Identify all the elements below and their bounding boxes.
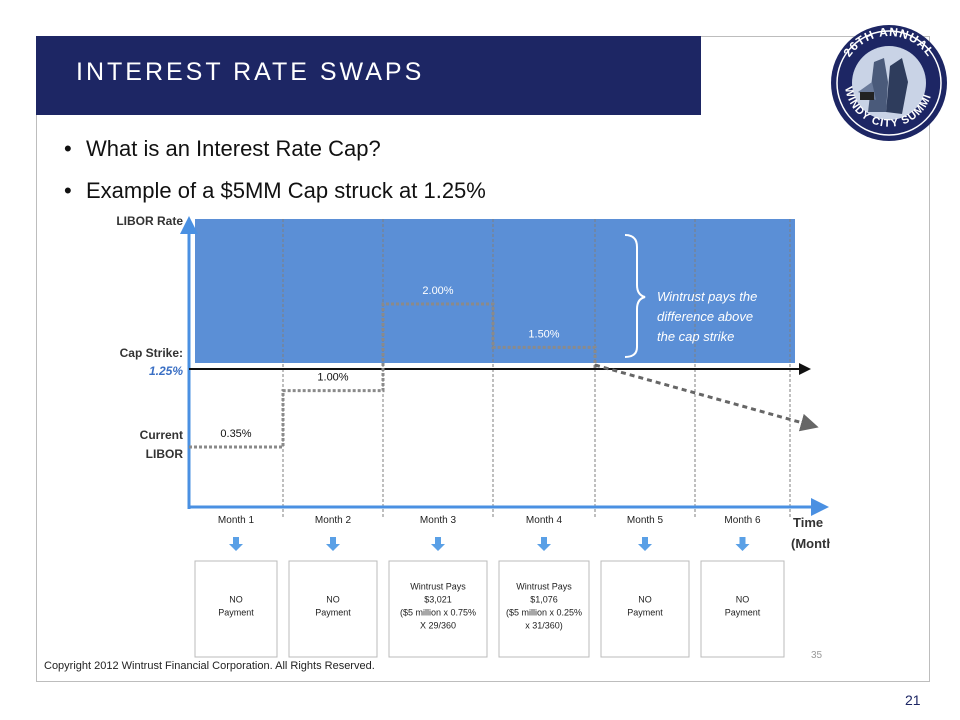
payment-text: ($5 million x 0.75% [400, 608, 476, 618]
rate-label: 2.00% [422, 285, 453, 297]
rate-label: 1.00% [317, 372, 348, 384]
cap-strike-value: 1.25% [149, 364, 183, 378]
down-arrow-icon [326, 537, 340, 551]
x-axis-label-2: (Months) [791, 536, 830, 551]
annotation-line-2: difference above [657, 309, 753, 324]
month-label: Month 4 [526, 515, 563, 526]
down-arrow-icon [431, 537, 445, 551]
payment-text: Payment [725, 608, 761, 618]
windy-city-summit-logo: 26TH ANNUAL WINDY CITY SUMMIT [828, 22, 947, 141]
brace-icon [624, 234, 646, 358]
payment-box [388, 560, 488, 658]
interest-rate-cap-figure: Wintrust pays the difference above the c… [116, 214, 830, 660]
payment-text: Payment [218, 608, 254, 618]
bullet-2-text: Example of a $5MM Cap struck at 1.25% [86, 178, 486, 203]
payment-text: x 31/360) [525, 621, 563, 631]
month-label: Month 5 [627, 515, 664, 526]
payment-text: $1,076 [530, 595, 558, 605]
month-label: Month 3 [420, 515, 457, 526]
down-arrow-icon [229, 537, 243, 551]
y-axis-label: LIBOR Rate [116, 214, 183, 228]
libor-rate-line [189, 302, 597, 449]
payment-text: $3,021 [424, 595, 452, 605]
payment-box [288, 560, 378, 658]
slide-title: INTEREST RATE SWAPS [76, 58, 425, 86]
payment-text: Payment [627, 608, 663, 618]
payment-text: Wintrust Pays [410, 582, 466, 592]
bullet-1-text: What is an Interest Rate Cap? [86, 136, 381, 161]
month-label: Month 6 [724, 515, 761, 526]
rate-label: 1.50% [528, 328, 559, 340]
payment-text: Wintrust Pays [516, 582, 572, 592]
cap-strike-label: Cap Strike: [120, 346, 183, 360]
payment-box [498, 560, 590, 658]
payment-box [600, 560, 690, 658]
annotation-line-1: Wintrust pays the [657, 289, 757, 304]
payment-box [194, 560, 278, 658]
annotation-line-3: the cap strike [657, 329, 734, 344]
down-arrow-icon [638, 537, 652, 551]
month-label: Month 1 [218, 515, 255, 526]
down-arrow-icon [537, 537, 551, 551]
payment-text: ($5 million x 0.25% [506, 608, 582, 618]
payment-text: X 29/360 [420, 621, 456, 631]
page-ref: 35 [811, 650, 823, 660]
current-libor-label-1: Current [140, 428, 183, 442]
payment-text: Payment [315, 608, 351, 618]
bullet-2: • Example of a $5MM Cap struck at 1.25% [64, 178, 486, 203]
month-label: Month 2 [315, 515, 352, 526]
title-bar: INTEREST RATE SWAPS [36, 36, 701, 115]
down-arrow-icon [735, 537, 750, 551]
slide-number: 21 [905, 692, 921, 708]
payment-text: NO [326, 595, 340, 605]
payment-text: NO [638, 595, 652, 605]
bullet-1: • What is an Interest Rate Cap? [64, 136, 381, 161]
rate-label: 0.35% [220, 428, 251, 440]
payment-box [700, 560, 785, 658]
copyright-text: Copyright 2012 Wintrust Financial Corpor… [44, 660, 375, 672]
libor-projection [594, 363, 819, 432]
payment-text: NO [736, 595, 750, 605]
payment-text: NO [229, 595, 243, 605]
x-axis-label-1: Time [793, 515, 823, 530]
current-libor-label-2: LIBOR [146, 447, 184, 461]
